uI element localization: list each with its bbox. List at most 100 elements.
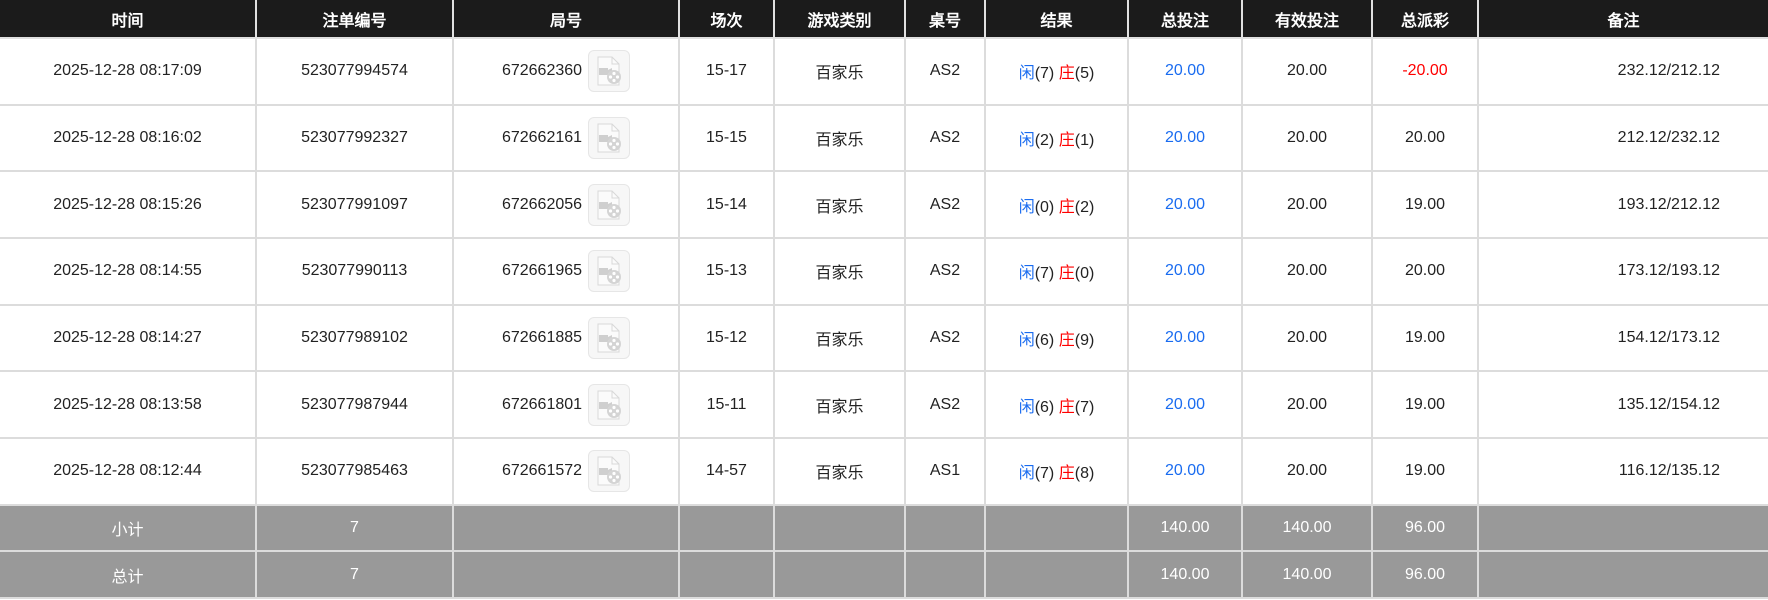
game-type-cell: 百家乐 [773, 370, 906, 440]
total-bet-cell: 20.00 [1127, 37, 1243, 106]
round-id: 672661572 [501, 462, 583, 480]
valid-bet-cell: 20.00 [1241, 170, 1373, 240]
empty-cell [452, 550, 680, 599]
video-replay-icon[interactable] [588, 50, 631, 93]
video-replay-icon[interactable] [588, 317, 631, 360]
player-score: (6) [1034, 398, 1055, 416]
banker-score: (0) [1074, 265, 1095, 283]
bet-id-cell: 523077989102 [255, 303, 454, 373]
empty-cell [984, 550, 1129, 599]
player-score: (0) [1034, 198, 1055, 216]
time-cell: 2025-12-28 08:14:55 [0, 237, 257, 306]
column-header: 注单编号 [255, 0, 454, 39]
banker-label: 庄 [1058, 265, 1075, 283]
total-bet-cell: 20.00 [1127, 237, 1243, 306]
column-header: 游戏类别 [773, 0, 906, 39]
bet-id-cell: 523077990113 [255, 237, 454, 306]
game-type-cell: 百家乐 [773, 303, 906, 373]
player-score: (6) [1034, 332, 1055, 350]
player-score: (7) [1034, 265, 1055, 283]
column-header: 备注 [1477, 0, 1768, 39]
table-row: 2025-12-28 08:13:58 523077987944 6726618… [0, 370, 1768, 440]
session-cell: 15-15 [678, 103, 775, 173]
video-replay-icon[interactable] [588, 383, 631, 426]
game-type-cell: 百家乐 [773, 37, 906, 106]
round-id-cell: 672661572 [452, 437, 680, 506]
session-cell: 15-12 [678, 303, 775, 373]
player-label: 闲 [1018, 398, 1035, 416]
valid-bet-cell: 20.00 [1241, 370, 1373, 440]
banker-label: 庄 [1058, 198, 1075, 216]
round-id-cell: 672662360 [452, 37, 680, 106]
empty-cell [773, 550, 906, 599]
summary-row: 总计 7 140.00 140.00 96.00 [0, 550, 1768, 599]
result-cell: 闲(7) 庄(8) [984, 437, 1129, 506]
round-id: 672661885 [501, 329, 583, 347]
summary-count: 7 [255, 503, 454, 553]
remark-cell: 232.12/212.12 [1477, 37, 1768, 106]
banker-score: (2) [1074, 198, 1095, 216]
video-replay-icon[interactable] [588, 183, 631, 226]
total-bet-cell: 20.00 [1127, 103, 1243, 173]
table-cell: AS2 [904, 303, 986, 373]
video-replay-icon[interactable] [588, 250, 631, 293]
result-cell: 闲(6) 庄(7) [984, 370, 1129, 440]
summary-count: 7 [255, 550, 454, 599]
valid-bet-cell: 20.00 [1241, 37, 1373, 106]
table-row: 2025-12-28 08:14:55 523077990113 6726619… [0, 237, 1768, 306]
total-bet-cell: 20.00 [1127, 170, 1243, 240]
result-cell: 闲(2) 庄(1) [984, 103, 1129, 173]
game-type-cell: 百家乐 [773, 170, 906, 240]
banker-score: (7) [1074, 398, 1095, 416]
player-score: (7) [1034, 65, 1055, 83]
video-replay-icon[interactable] [588, 117, 631, 160]
banker-label: 庄 [1058, 65, 1075, 83]
banker-score: (8) [1074, 465, 1095, 483]
total-bet-cell: 20.00 [1127, 303, 1243, 373]
valid-bet-cell: 20.00 [1241, 103, 1373, 173]
banker-score: (1) [1074, 132, 1095, 150]
summary-row: 小计 7 140.00 140.00 96.00 [0, 503, 1768, 553]
session-cell: 15-11 [678, 370, 775, 440]
time-cell: 2025-12-28 08:17:09 [0, 37, 257, 106]
table-row: 2025-12-28 08:14:27 523077989102 6726618… [0, 303, 1768, 373]
round-id: 672661801 [501, 396, 583, 414]
session-cell: 14-57 [678, 437, 775, 506]
bet-id-cell: 523077992327 [255, 103, 454, 173]
payout-cell: 19.00 [1371, 303, 1479, 373]
payout-cell: 20.00 [1371, 237, 1479, 306]
video-replay-icon[interactable] [588, 450, 631, 493]
player-score: (7) [1034, 465, 1055, 483]
payout-cell: 19.00 [1371, 170, 1479, 240]
time-cell: 2025-12-28 08:16:02 [0, 103, 257, 173]
payout-cell: -20.00 [1371, 37, 1479, 106]
round-id: 672662161 [501, 129, 583, 147]
player-label: 闲 [1018, 132, 1035, 150]
banker-label: 庄 [1058, 465, 1075, 483]
column-header: 有效投注 [1241, 0, 1373, 39]
column-header: 结果 [984, 0, 1129, 39]
result-cell: 闲(7) 庄(0) [984, 237, 1129, 306]
game-type-cell: 百家乐 [773, 437, 906, 506]
player-score: (2) [1034, 132, 1055, 150]
column-header: 局号 [452, 0, 680, 39]
empty-cell [773, 503, 906, 553]
empty-cell [678, 550, 775, 599]
remark-cell: 116.12/135.12 [1477, 437, 1768, 506]
table-row: 2025-12-28 08:12:44 523077985463 6726615… [0, 437, 1768, 506]
result-cell: 闲(7) 庄(5) [984, 37, 1129, 106]
player-label: 闲 [1018, 198, 1035, 216]
session-cell: 15-17 [678, 37, 775, 106]
summary-label: 小计 [0, 503, 257, 553]
banker-score: (9) [1074, 332, 1095, 350]
empty-cell [1477, 503, 1768, 553]
total-bet-cell: 20.00 [1127, 370, 1243, 440]
round-id-cell: 672661965 [452, 237, 680, 306]
column-header: 场次 [678, 0, 775, 39]
valid-bet-cell: 20.00 [1241, 237, 1373, 306]
table-header-row: 时间 注单编号 局号 场次 游戏类别 桌号 结果 总投注 有效投注 总派彩 备注 [0, 0, 1768, 39]
player-label: 闲 [1018, 332, 1035, 350]
remark-cell: 135.12/154.12 [1477, 370, 1768, 440]
empty-cell [452, 503, 680, 553]
